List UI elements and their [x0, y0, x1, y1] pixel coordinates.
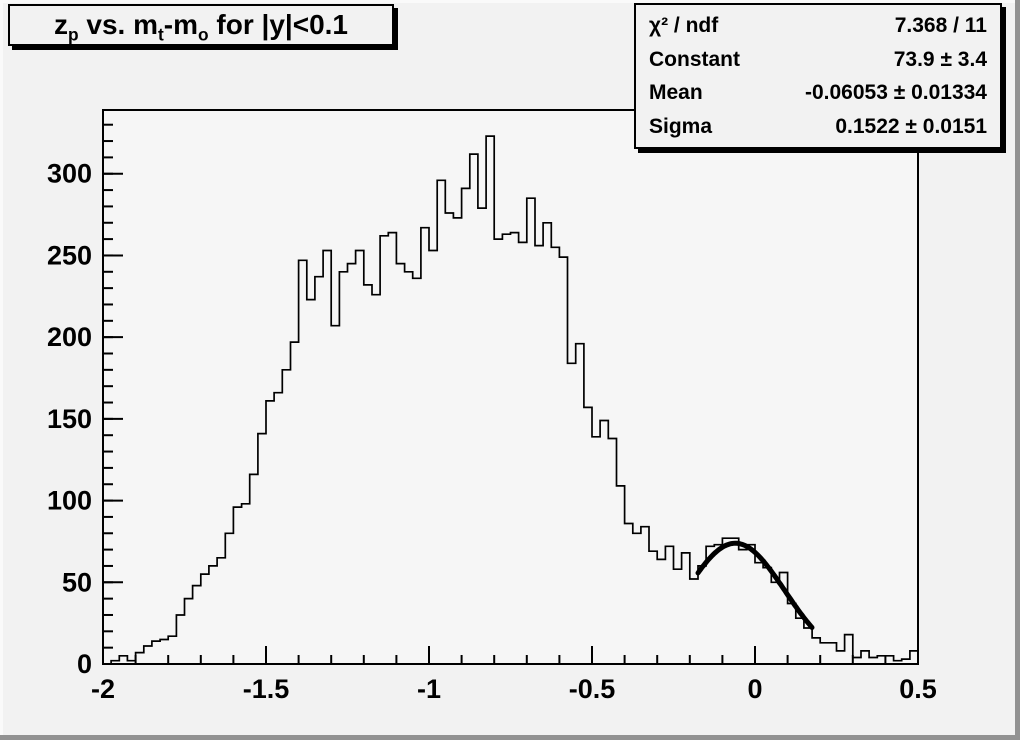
- x-axis-tick-label: -1: [417, 674, 441, 704]
- canvas-border-left: [0, 0, 3, 740]
- stats-row: χ² / ndf 7.368 / 11: [636, 15, 1000, 36]
- stats-label: χ² / ndf: [649, 14, 719, 38]
- gaussian-fit-curve: [695, 540, 815, 630]
- title-subscript: t: [157, 24, 164, 45]
- y-axis-tick-label: 300: [47, 159, 92, 189]
- y-axis-tick-label: 150: [47, 404, 92, 434]
- stats-value: 0.1522 ± 0.0151: [835, 114, 987, 138]
- stats-row: Mean -0.06053 ± 0.01334: [636, 82, 1000, 103]
- y-axis-tick-label: 250: [47, 240, 92, 270]
- canvas-border-top: [0, 0, 1020, 3]
- y-axis-tick-label: 100: [47, 486, 92, 516]
- canvas-border-right: [1015, 0, 1020, 740]
- x-axis-tick-label: -0.5: [569, 674, 616, 704]
- y-axis-tick-label: 0: [77, 649, 92, 679]
- x-axis-tick-label: -1.5: [243, 674, 290, 704]
- canvas-border-bottom: [0, 735, 1020, 740]
- stats-label: Mean: [649, 81, 703, 105]
- x-axis-tick-label: -2: [91, 674, 115, 704]
- y-axis-tick-label: 200: [47, 322, 92, 352]
- stats-label: Constant: [649, 47, 740, 71]
- chart-title: zp vs. mt-mo for |y|<0.1: [53, 9, 349, 45]
- title-subscript: o: [198, 24, 209, 45]
- x-axis-tick-label: 0.5: [899, 674, 937, 704]
- x-axis-tick-label: 0: [747, 674, 762, 704]
- fit-stats-box: χ² / ndf 7.368 / 11 Constant 73.9 ± 3.4 Mean…: [634, 3, 1002, 149]
- stats-label: Sigma: [649, 114, 713, 138]
- stats-value: 7.368 / 11: [894, 14, 987, 38]
- plot-frame: [102, 109, 919, 665]
- stats-value: -0.06053 ± 0.01334: [804, 81, 987, 105]
- title-box: zp vs. mt-mo for |y|<0.1: [8, 4, 394, 46]
- stats-row: Sigma 0.1522 ± 0.0151: [636, 116, 1000, 137]
- y-axis-tick-label: 50: [62, 567, 92, 597]
- stats-value: 73.9 ± 3.4: [893, 47, 987, 71]
- title-subscript: p: [67, 24, 79, 45]
- stats-row: Constant 73.9 ± 3.4: [636, 49, 1000, 70]
